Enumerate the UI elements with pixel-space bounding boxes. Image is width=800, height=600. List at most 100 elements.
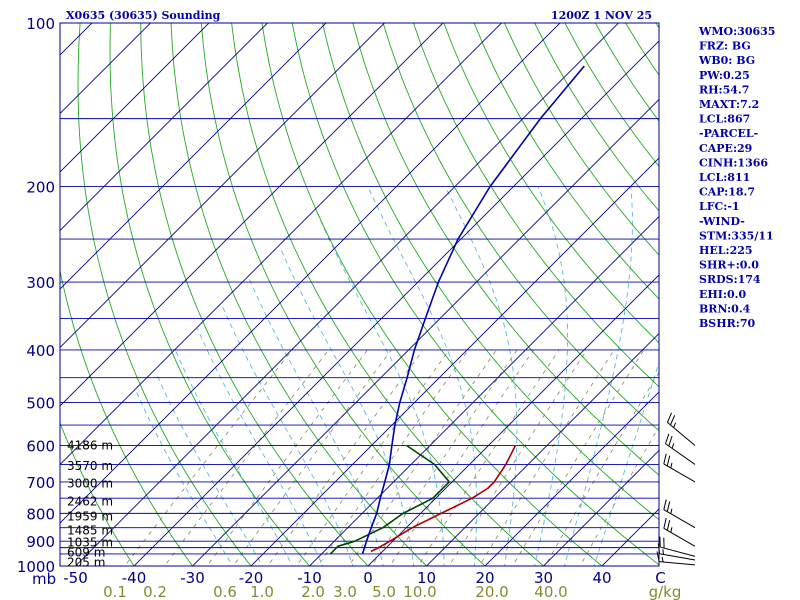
pressure-tick-label: 300: [26, 274, 55, 292]
mixing-ratio-line: [417, 349, 560, 566]
height-label: 1035 m: [67, 535, 113, 549]
height-label: 3000 m: [67, 477, 113, 491]
moist-adiabat: [593, 360, 659, 566]
mixing-ratio-label: 1.0: [250, 583, 274, 600]
wind-barb-flag: [666, 501, 671, 512]
wind-barb-flag: [666, 455, 671, 467]
mixing-ratio-line: [348, 349, 497, 566]
isotherm: [308, 215, 659, 566]
sounding-index: BSHR:70: [699, 317, 755, 330]
isotherm: [60, 23, 561, 524]
wind-barb-half-flag: [670, 462, 673, 469]
dry-adiabat: [473, 23, 659, 300]
pressure-tick-label: 800: [26, 505, 55, 523]
moist-adiabat: [196, 328, 323, 566]
dry-adiabat: [322, 23, 659, 521]
mixing-ratio-line: [267, 349, 424, 566]
mixing-ratio-line: [544, 371, 659, 566]
temperature-tick-label: C: [655, 569, 665, 587]
isotherm: [191, 98, 659, 566]
mixing-ratio-label: 0.1: [103, 583, 127, 600]
pressure-unit-label: mb: [32, 570, 56, 588]
wind-barb: [657, 543, 696, 561]
pressure-tick-label: 700: [26, 474, 55, 492]
sounding-index: LCL:867: [699, 113, 750, 126]
sounding-index: -PARCEL-: [699, 127, 758, 140]
moist-adiabat: [315, 208, 445, 566]
mixing-ratio-line: [124, 349, 293, 566]
mixing-ratio-label: 40.0: [534, 583, 567, 600]
temperature-tick-label: 40: [592, 569, 611, 587]
sounding-index: RH:54.7: [699, 83, 749, 96]
sounding-index: SHR+:0.0: [699, 259, 759, 272]
wind-barb-staff: [660, 546, 696, 557]
sounding-index: LFC:-1: [699, 200, 740, 213]
wind-barb-staff: [663, 463, 696, 483]
sounding-index: CAPE:29: [699, 142, 752, 155]
pressure-tick-label: 500: [26, 395, 55, 413]
height-label: 1959 m: [67, 509, 113, 523]
dry-adiabat: [231, 23, 545, 566]
pressure-tick-label: 100: [26, 15, 55, 33]
sounding-index: WMO:30635: [698, 25, 775, 38]
mixing-ratio-line: [389, 349, 534, 566]
isotherm: [60, 23, 327, 290]
mixing-ratio-label: g/kg: [649, 583, 682, 600]
wet-bulb-trace: [361, 65, 585, 555]
wind-barb-flag: [668, 435, 673, 447]
moist-adiabat: [280, 248, 415, 566]
isotherm: [74, 23, 620, 566]
moist-adiabat: [221, 304, 354, 566]
mixing-ratio-line: [512, 349, 645, 566]
station-title: X0635 (30635) Sounding: [66, 9, 221, 22]
mixing-ratio-line: [579, 425, 659, 566]
wind-barb: [663, 518, 696, 547]
dry-adiabat: [109, 23, 311, 566]
wind-barb: [659, 536, 696, 557]
wind-barb-half-flag: [670, 508, 673, 514]
dry-adiabat: [200, 23, 486, 566]
mixing-ratio-line: [448, 349, 588, 566]
isotherm: [60, 23, 152, 115]
sounding-index: SRDS:174: [699, 273, 761, 286]
pressure-tick-label: 900: [26, 533, 55, 551]
sounding-index: CINH:1366: [699, 156, 768, 169]
dewpoint-trace: [329, 444, 451, 555]
temperature-tick-label: -50: [63, 569, 88, 587]
pressure-tick-label: 200: [26, 178, 55, 196]
mixing-ratio-line: [206, 349, 368, 566]
isotherms: [60, 23, 659, 566]
isotherm: [60, 23, 503, 466]
dry-adiabat: [382, 23, 659, 432]
mixing-ratio-label: 0.2: [143, 583, 167, 600]
pressure-tick-labels: 100 200 300 400 500 600 700 800 900 1000: [17, 15, 55, 576]
dry-adiabats: [60, 23, 659, 566]
height-label: 205 m: [67, 555, 105, 569]
isotherm: [60, 23, 210, 173]
valid-time: 1200Z 1 NOV 25: [551, 9, 652, 22]
dry-adiabat: [60, 421, 135, 566]
wind-barb-flag: [657, 543, 661, 554]
temperature-tick-label: 10: [417, 569, 436, 587]
wind-barb-flag: [666, 520, 671, 531]
dry-adiabat: [60, 268, 194, 566]
dry-adiabat: [77, 23, 252, 566]
wind-barb-half-flag: [661, 556, 664, 563]
wind-barb: [656, 551, 696, 566]
isotherm: [484, 391, 659, 566]
sounding-index: MAXT:7.2: [699, 98, 759, 111]
sounding-index: FRZ: BG: [699, 40, 751, 53]
wind-barb-staff: [659, 553, 696, 561]
isotherm: [60, 23, 386, 349]
mixing-ratio-labels: 0.1 0.2 0.6 1.0 2.0 3.0 5.0 10.0 20.0 40.0 g/kg: [103, 583, 681, 600]
mixing-ratio-label: 0.6: [213, 583, 237, 600]
mixing-ratio-label: 10.0: [403, 583, 436, 600]
wind-barb-flag: [670, 415, 676, 426]
isotherm: [367, 274, 659, 566]
sounding-index: CAP:18.7: [699, 186, 755, 199]
mixing-ratio-label: 3.0: [333, 583, 357, 600]
temperature-tick-label: -40: [122, 569, 147, 587]
dry-adiabat: [413, 23, 659, 388]
